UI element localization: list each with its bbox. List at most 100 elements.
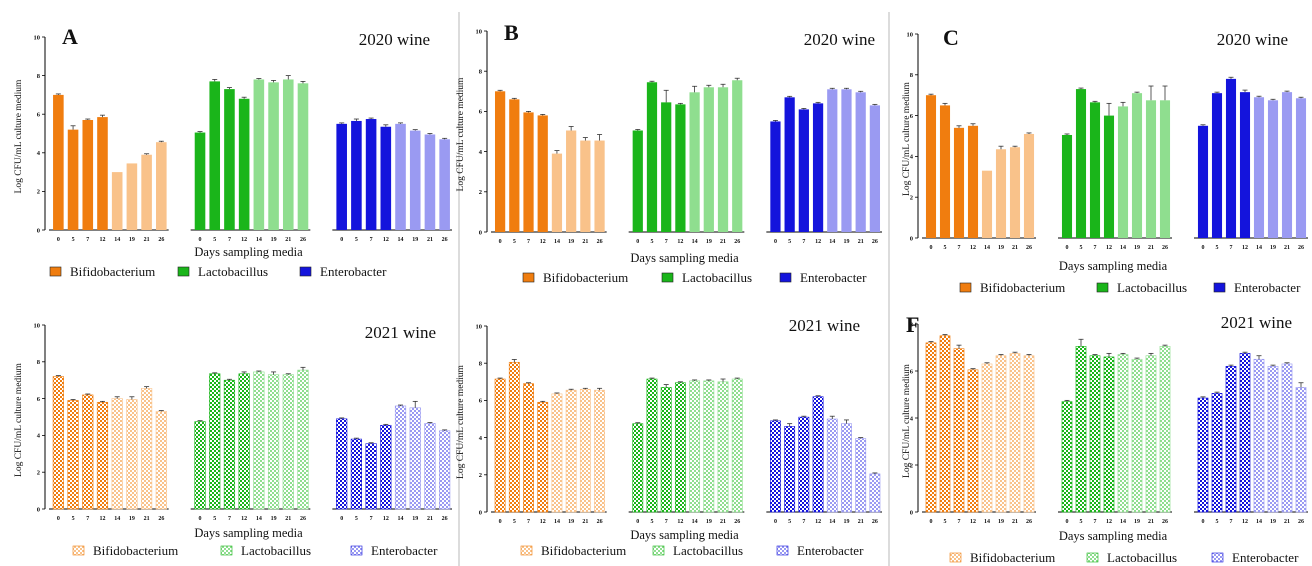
y-axis-label: Log CFU/mL culture medium bbox=[456, 364, 466, 479]
x-tick-label: 5 bbox=[213, 237, 216, 243]
bar-enterobacter-day-14 bbox=[394, 405, 407, 510]
panel-1: 0 2 4 6 8 10 0 5 7 12 14 19 21 26 0 5 7 12 14 19 21 26 0 5 7 12 14… bbox=[14, 24, 452, 279]
bar-enterobacter-day-7 bbox=[1225, 78, 1237, 238]
x-tick-label: 14 bbox=[114, 237, 120, 243]
bar-bifidobacterium-day-19 bbox=[126, 163, 138, 230]
x-tick-label: 19 bbox=[568, 519, 574, 525]
bar-bifidobacterium-day-21 bbox=[1009, 353, 1021, 513]
y-axis-label: Log CFU/mL culture medium bbox=[902, 81, 912, 196]
bar-lactobacillus-day-0 bbox=[632, 423, 644, 513]
panel-3: 0 2 4 6 8 10 0 5 7 12 14 19 21 26 0 5 7 12 14 19 21 26 0 5 7 12 14… bbox=[902, 25, 1308, 295]
x-tick-label: 14 bbox=[1256, 245, 1262, 251]
bar-enterobacter-day-0 bbox=[336, 418, 348, 510]
bar-bifidobacterium-day-14 bbox=[551, 153, 563, 232]
bar-bifidobacterium-day-14 bbox=[981, 363, 993, 513]
bar-enterobacter-day-7 bbox=[1225, 365, 1237, 513]
x-tick-label: 21 bbox=[582, 239, 588, 245]
x-tick-label: 7 bbox=[665, 519, 668, 525]
x-tick-label: 26 bbox=[1298, 519, 1304, 525]
y-tick-label: 8 bbox=[479, 69, 483, 76]
x-tick-label: 0 bbox=[930, 245, 933, 251]
y-tick-label: 8 bbox=[910, 321, 914, 328]
bar-enterobacter-day-19 bbox=[409, 130, 421, 230]
bar-enterobacter-day-7 bbox=[798, 109, 809, 232]
x-tick-label: 14 bbox=[829, 239, 835, 245]
panel-letter: B bbox=[504, 20, 519, 45]
legend-swatch-enterobacter bbox=[1213, 282, 1226, 293]
x-tick-label: 5 bbox=[788, 519, 791, 525]
bar-lactobacillus-day-14 bbox=[689, 380, 701, 513]
x-tick-label: 14 bbox=[1256, 519, 1262, 525]
legend-label-bifidobacterium: Bifidobacterium bbox=[980, 280, 1065, 295]
bar-lactobacillus-day-0 bbox=[194, 421, 206, 510]
bar-lactobacillus-day-12 bbox=[238, 373, 250, 510]
x-tick-label: 19 bbox=[1270, 519, 1276, 525]
x-tick-label: 12 bbox=[677, 519, 683, 525]
x-tick-label: 26 bbox=[734, 239, 740, 245]
x-tick-label: 21 bbox=[285, 516, 291, 522]
x-tick-label: 12 bbox=[815, 519, 821, 525]
x-tick-label: 12 bbox=[241, 237, 247, 243]
legend-label-bifidobacterium: Bifidobacterium bbox=[93, 543, 178, 558]
x-tick-label: 14 bbox=[984, 519, 990, 525]
x-tick-label: 14 bbox=[398, 516, 404, 522]
x-tick-label: 19 bbox=[129, 237, 135, 243]
x-tick-label: 12 bbox=[540, 519, 546, 525]
y-tick-label: 10 bbox=[476, 323, 483, 330]
x-tick-label: 7 bbox=[802, 519, 805, 525]
bar-bifidobacterium-day-21 bbox=[141, 154, 152, 230]
bar-lactobacillus-day-14 bbox=[1117, 106, 1129, 238]
x-tick-label: 26 bbox=[597, 519, 603, 525]
bar-bifidobacterium-day-26 bbox=[594, 140, 605, 232]
x-tick-label: 26 bbox=[158, 516, 164, 522]
x-tick-label: 5 bbox=[944, 245, 947, 251]
bar-lactobacillus-day-7 bbox=[1089, 355, 1101, 513]
y-tick-label: 4 bbox=[479, 435, 483, 442]
bar-bifidobacterium-day-26 bbox=[1023, 133, 1035, 238]
bar-bifidobacterium-day-14 bbox=[111, 172, 123, 230]
x-tick-label: 21 bbox=[285, 237, 291, 243]
bar-enterobacter-day-21 bbox=[1281, 92, 1293, 238]
chart-title: 2021 wine bbox=[789, 316, 860, 335]
x-tick-label: 7 bbox=[1094, 519, 1097, 525]
bar-enterobacter-day-14 bbox=[826, 418, 838, 513]
x-tick-label: 7 bbox=[228, 516, 231, 522]
y-axis-label: Log CFU/mL culture medium bbox=[14, 362, 24, 477]
bar-enterobacter-day-12 bbox=[1239, 353, 1251, 513]
y-tick-label: 10 bbox=[34, 34, 41, 41]
y-tick-label: 10 bbox=[476, 28, 483, 35]
legend-label-enterobacter: Enterobacter bbox=[797, 543, 864, 558]
bar-enterobacter-day-7 bbox=[365, 119, 377, 230]
bar-lactobacillus-day-21 bbox=[717, 87, 729, 232]
bar-lactobacillus-day-7 bbox=[223, 379, 236, 510]
x-tick-label: 7 bbox=[1230, 245, 1233, 251]
bar-bifidobacterium-day-12 bbox=[967, 125, 979, 238]
x-tick-label: 7 bbox=[370, 237, 373, 243]
y-tick-label: 8 bbox=[910, 72, 914, 79]
legend-label-enterobacter: Enterobacter bbox=[1234, 280, 1301, 295]
legend-swatch-lactobacillus bbox=[220, 545, 233, 556]
bar-enterobacter-day-0 bbox=[336, 123, 347, 230]
x-tick-label: 5 bbox=[788, 239, 791, 245]
bar-lactobacillus-day-21 bbox=[1145, 355, 1157, 513]
legend-label-lactobacillus: Lactobacillus bbox=[1107, 550, 1177, 565]
bar-bifidobacterium-day-26 bbox=[594, 389, 605, 513]
x-tick-label: 26 bbox=[442, 516, 448, 522]
bar-lactobacillus-day-12 bbox=[675, 104, 686, 232]
chart-title: 2020 wine bbox=[359, 30, 430, 49]
bar-enterobacter-day-12 bbox=[812, 396, 824, 513]
bar-lactobacillus-day-0 bbox=[194, 132, 206, 230]
bar-lactobacillus-day-26 bbox=[297, 83, 309, 230]
x-tick-label: 14 bbox=[554, 239, 560, 245]
legend-swatch-bifidobacterium bbox=[949, 552, 962, 563]
bar-lactobacillus-day-21 bbox=[717, 381, 729, 513]
bar-lactobacillus-day-0 bbox=[1061, 401, 1073, 513]
bar-bifidobacterium-day-12 bbox=[97, 117, 108, 230]
x-tick-label: 14 bbox=[114, 516, 120, 522]
x-axis-label: Days sampling media bbox=[1059, 259, 1168, 273]
bar-enterobacter-day-5 bbox=[784, 426, 796, 513]
x-tick-label: 5 bbox=[650, 519, 653, 525]
x-tick-label: 21 bbox=[144, 516, 150, 522]
legend-swatch-bifidobacterium bbox=[959, 282, 972, 293]
